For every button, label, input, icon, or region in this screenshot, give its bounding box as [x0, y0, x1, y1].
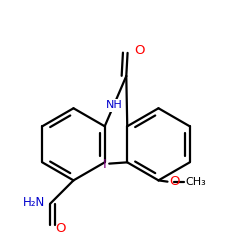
- Text: O: O: [169, 175, 179, 188]
- Text: CH₃: CH₃: [186, 177, 206, 187]
- Text: O: O: [134, 44, 144, 57]
- Text: I: I: [103, 158, 106, 172]
- Text: O: O: [55, 222, 66, 234]
- Text: NH: NH: [106, 100, 122, 110]
- Text: H₂N: H₂N: [22, 196, 45, 209]
